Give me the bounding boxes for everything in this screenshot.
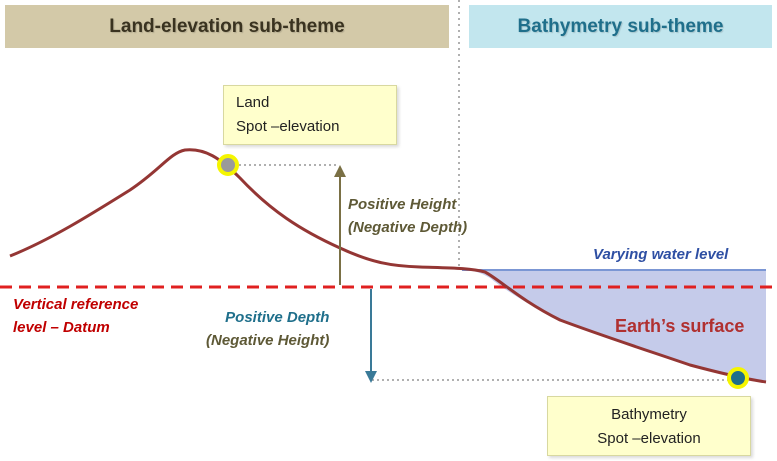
positive-depth-line1: Positive Depth	[225, 309, 330, 326]
bathymetry-header-text: Bathymetry sub-theme	[517, 15, 724, 37]
positive-depth-line2: (Negative Height)	[206, 332, 330, 349]
water-body	[462, 270, 766, 382]
land-elevation-header-text: Land-elevation sub-theme	[109, 15, 345, 37]
datum-label-line2: level – Datum	[13, 319, 110, 336]
positive-height-line1: Positive Height	[348, 196, 457, 213]
land-callout-line2: Spot –elevation	[236, 118, 340, 135]
land-callout-line1: Land	[236, 94, 270, 111]
datum-label-line1: Vertical reference	[13, 296, 139, 313]
bathy-callout-line2: Spot –elevation	[597, 430, 701, 447]
positive-depth-arrowhead	[365, 371, 377, 383]
positive-depth-label: Positive Depth (Negative Height)	[206, 306, 329, 352]
positive-height-label: Positive Height (Negative Depth)	[348, 193, 467, 239]
land-elevation-header: Land-elevation sub-theme	[5, 5, 449, 48]
datum-label: Vertical reference level – Datum	[13, 293, 138, 339]
land-spot-elevation-marker	[217, 154, 239, 176]
land-spot-elevation-callout: Land Spot –elevation	[223, 85, 397, 145]
bathymetry-header: Bathymetry sub-theme	[469, 5, 772, 48]
bathymetry-spot-elevation-callout: Bathymetry Spot –elevation	[547, 396, 751, 456]
bathymetry-spot-elevation-marker	[727, 367, 749, 389]
water-level-label: Varying water level	[593, 246, 729, 263]
bathy-callout-line1: Bathymetry	[611, 406, 687, 423]
terrain-profile	[9, 148, 767, 384]
positive-height-line2: (Negative Depth)	[348, 219, 468, 236]
earth-surface-label: Earth’s surface	[615, 316, 745, 336]
positive-height-arrowhead	[334, 165, 346, 177]
